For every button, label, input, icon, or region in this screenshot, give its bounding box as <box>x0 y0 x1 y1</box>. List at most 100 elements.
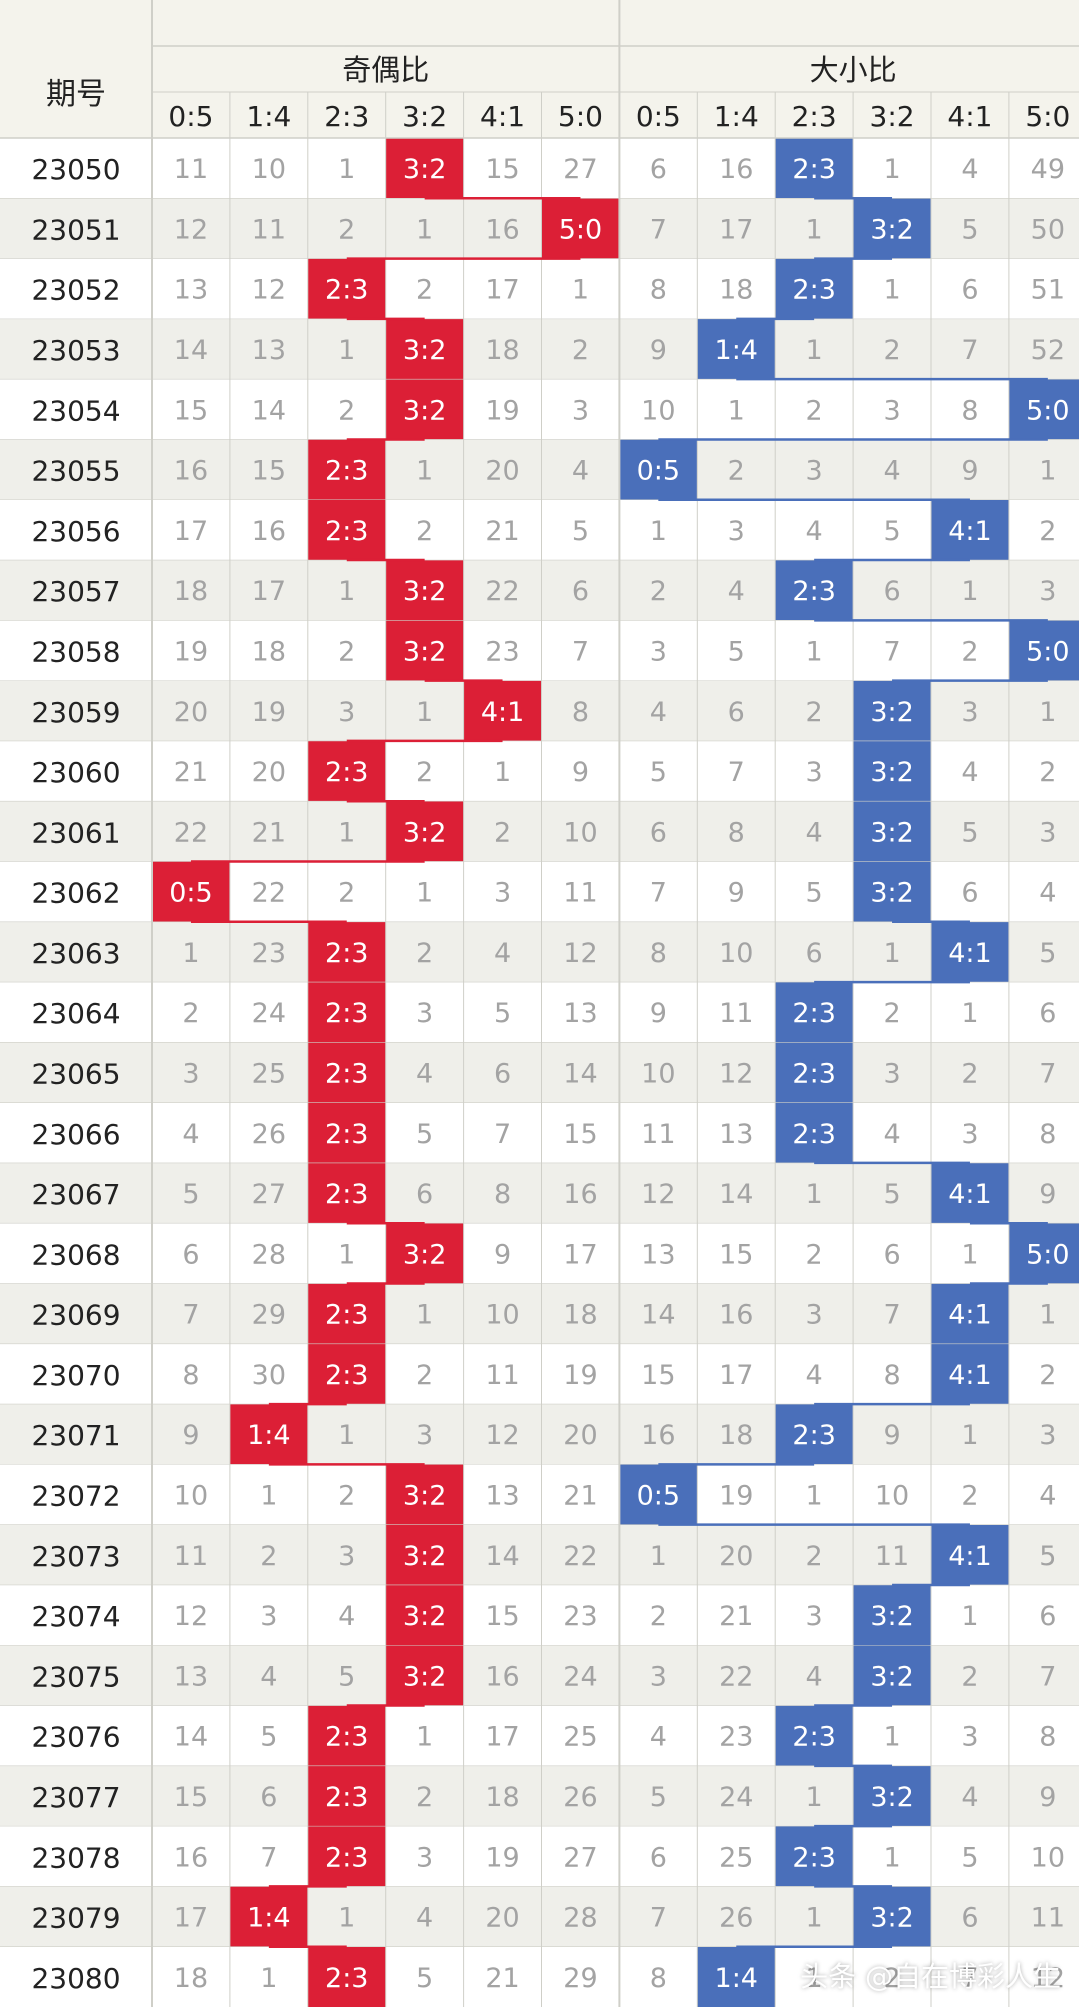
missing-count: 19 <box>719 1481 753 1512</box>
ratio-label: 2:3 <box>792 275 835 306</box>
ratio-label: 5:0 <box>1026 395 1069 426</box>
missing-count: 22 <box>174 817 208 848</box>
missing-count: 4 <box>416 1059 433 1090</box>
highlight-cell <box>307 740 386 802</box>
missing-count: 2 <box>650 576 667 607</box>
missing-count: 1 <box>961 998 978 1029</box>
missing-count: 3 <box>1039 1420 1056 1451</box>
ratio-label: 2:3 <box>325 1842 368 1873</box>
ratio-label: 0:5 <box>637 456 680 487</box>
missing-count: 1 <box>416 1300 433 1331</box>
missing-count: 3 <box>1039 576 1056 607</box>
missing-count: 3 <box>806 1601 823 1632</box>
missing-count: 12 <box>641 1179 675 1210</box>
missing-count: 26 <box>563 1782 597 1813</box>
missing-count: 7 <box>728 757 745 788</box>
ratio-label: 3:2 <box>403 1481 446 1512</box>
highlight-cell <box>931 499 1009 561</box>
missing-count: 6 <box>416 1179 433 1210</box>
missing-count: 10 <box>485 1300 519 1331</box>
missing-count: 3 <box>961 1119 978 1150</box>
ratio-label: 2:3 <box>792 1722 835 1753</box>
missing-count: 17 <box>174 1903 208 1934</box>
issue-number: 23067 <box>31 1178 120 1211</box>
missing-count: 1 <box>1039 697 1056 728</box>
missing-count: 2 <box>494 817 511 848</box>
highlight-cell <box>385 1464 464 1525</box>
missing-count: 1 <box>338 817 355 848</box>
missing-count: 23 <box>485 636 519 667</box>
highlight-cell <box>307 1162 386 1224</box>
missing-count: 4 <box>182 1119 199 1150</box>
missing-count: 20 <box>174 697 208 728</box>
ratio-label: 1:4 <box>247 1903 290 1934</box>
missing-count: 4 <box>961 1782 978 1813</box>
missing-count: 18 <box>174 1963 208 1994</box>
missing-count: 2 <box>416 1360 433 1391</box>
highlight-cell <box>307 258 386 319</box>
missing-count: 19 <box>252 697 286 728</box>
missing-count: 2 <box>650 1601 667 1632</box>
ratio-label: 4:1 <box>481 697 524 728</box>
missing-count: 6 <box>883 1239 900 1270</box>
missing-count: 16 <box>174 456 208 487</box>
ratio-label: 2:3 <box>325 456 368 487</box>
row-background <box>0 1946 1079 2007</box>
missing-count: 17 <box>563 1239 597 1270</box>
missing-count: 20 <box>485 1903 519 1934</box>
issue-number: 23058 <box>31 635 120 668</box>
missing-count: 3 <box>650 636 667 667</box>
missing-count: 22 <box>252 878 286 909</box>
ratio-label: 2:3 <box>325 516 368 547</box>
missing-count: 4 <box>572 456 589 487</box>
missing-count: 15 <box>174 395 208 426</box>
missing-count: 20 <box>485 456 519 487</box>
highlight-cell <box>307 1343 386 1405</box>
missing-count: 3 <box>961 1722 978 1753</box>
missing-count: 6 <box>961 1903 978 1934</box>
missing-count: 8 <box>650 275 667 306</box>
highlight-cell <box>931 1343 1009 1405</box>
missing-count: 6 <box>883 576 900 607</box>
missing-count: 6 <box>182 1239 199 1270</box>
missing-count: 2 <box>806 1541 823 1572</box>
missing-count: 3 <box>416 998 433 1029</box>
row-background <box>0 1524 1079 1585</box>
highlight-cell <box>385 801 464 862</box>
missing-count: 1 <box>806 636 823 667</box>
ratio-label: 2:3 <box>325 1119 368 1150</box>
column-header-1-5: 5:0 <box>1025 100 1070 133</box>
missing-count: 20 <box>563 1420 597 1451</box>
missing-count: 13 <box>174 1661 208 1692</box>
row-background <box>0 258 1079 319</box>
missing-count: 6 <box>260 1782 277 1813</box>
missing-count: 2 <box>338 395 355 426</box>
highlight-cell <box>307 439 386 500</box>
highlight-cell <box>853 861 931 922</box>
missing-count: 17 <box>252 576 286 607</box>
highlight-cell <box>853 680 931 741</box>
ratio-label: 2:3 <box>792 1420 835 1451</box>
missing-count: 1 <box>416 1722 433 1753</box>
row-background <box>0 620 1079 681</box>
missing-count: 4 <box>883 1119 900 1150</box>
missing-count: 7 <box>572 636 589 667</box>
ratio-label: 2:3 <box>325 1782 368 1813</box>
missing-count: 17 <box>174 516 208 547</box>
ratio-label: 3:2 <box>403 1601 446 1632</box>
missing-count: 1 <box>338 1903 355 1934</box>
missing-count: 4 <box>1039 1481 1056 1512</box>
missing-count: 2 <box>260 1541 277 1572</box>
missing-count: 1 <box>883 938 900 969</box>
row-background <box>0 921 1079 983</box>
ratio-label: 3:2 <box>870 1782 913 1813</box>
missing-count: 14 <box>641 1300 675 1331</box>
missing-count: 3 <box>260 1601 277 1632</box>
missing-count: 22 <box>719 1661 753 1692</box>
missing-count: 16 <box>641 1420 675 1451</box>
missing-count: 18 <box>485 335 519 366</box>
missing-count: 23 <box>252 938 286 969</box>
missing-count: 7 <box>883 1300 900 1331</box>
missing-count: 3 <box>806 757 823 788</box>
missing-count: 18 <box>485 1782 519 1813</box>
